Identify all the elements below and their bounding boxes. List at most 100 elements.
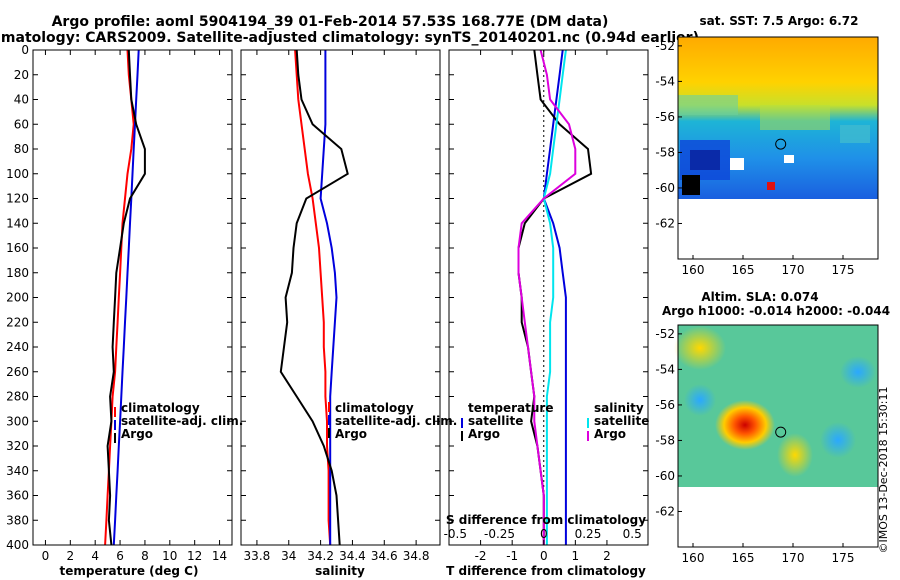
x-tick-label: 14 bbox=[212, 549, 227, 563]
y-tick-label: 60 bbox=[14, 117, 29, 131]
y-tick-label: 260 bbox=[6, 365, 29, 379]
series-s-argo-line bbox=[517, 49, 577, 545]
lon-tick-label: 160 bbox=[682, 263, 705, 277]
legend-argo-label: Argo bbox=[121, 427, 153, 441]
series-argo-line bbox=[106, 49, 146, 546]
x-tick-label: 4 bbox=[91, 549, 99, 563]
y-tick-label: 160 bbox=[6, 241, 29, 255]
lat-tick-label: -60 bbox=[655, 469, 675, 483]
x-tick-label: 0 bbox=[42, 549, 50, 563]
y-tick-label: 140 bbox=[6, 216, 29, 230]
x-tick-label: 34.8 bbox=[403, 549, 430, 563]
salinity-panel: 33.8 34 34.2 34.4 34.6 34.8 salinity climatol… bbox=[240, 49, 457, 578]
lat-tick-label: -56 bbox=[655, 398, 675, 412]
y-tick-label: 180 bbox=[6, 266, 29, 280]
x-tick-label: 10 bbox=[162, 549, 177, 563]
y-tick-label: 280 bbox=[6, 390, 29, 404]
y-tick-label: 300 bbox=[6, 414, 29, 428]
legend-s-argo-label: Argo bbox=[594, 427, 626, 441]
y-tick-label: 20 bbox=[14, 68, 29, 82]
lon-tick-label: 165 bbox=[732, 551, 755, 565]
salinity-legend: climatology satellite-adj. clim. Argo bbox=[328, 401, 457, 441]
x-tick-label: 8 bbox=[141, 549, 149, 563]
difference-legend-temperature: temperature satellite Argo bbox=[461, 401, 553, 441]
s-tick-label: 0.25 bbox=[575, 527, 602, 541]
t-difference-xlabel: T difference from climatology bbox=[446, 564, 646, 578]
s-difference-label: S difference from climatology bbox=[446, 513, 646, 527]
x-tick-label: 34.6 bbox=[371, 549, 398, 563]
temperature-legend: climatology satellite-adj. clim. Argo bbox=[114, 401, 243, 443]
s-tick-label: -0.5 bbox=[444, 527, 467, 541]
temperature-xlabel: temperature (deg C) bbox=[60, 564, 199, 578]
lat-tick-label: -58 bbox=[655, 433, 675, 447]
lon-tick-label: 165 bbox=[732, 263, 755, 277]
legend-s-satellite-label: satellite bbox=[594, 414, 649, 428]
salinity-xlabel: salinity bbox=[315, 564, 365, 578]
legend-satellite-label: satellite-adj. clim. bbox=[335, 414, 457, 428]
sla-map-axes bbox=[677, 324, 879, 548]
legend-t-satellite-label: satellite bbox=[468, 414, 523, 428]
y-tick-label: 320 bbox=[6, 439, 29, 453]
x-tick-label: 12 bbox=[187, 549, 202, 563]
sla-map-subtitle: Argo h1000: -0.014 h2000: -0.044 bbox=[662, 304, 890, 318]
series-t-satellite-line bbox=[542, 49, 567, 545]
y-tick-label: 200 bbox=[6, 291, 29, 305]
legend-t-argo-label: Argo bbox=[468, 427, 500, 441]
sst-map-title: sat. SST: 7.5 Argo: 6.72 bbox=[699, 14, 858, 28]
sst-argo-location-marker bbox=[775, 138, 787, 150]
x-tick-label: 2 bbox=[603, 549, 611, 563]
legend-salinity-title: salinity bbox=[594, 401, 644, 415]
x-tick-label: 33.8 bbox=[244, 549, 271, 563]
difference-axes bbox=[448, 49, 649, 546]
x-tick-label: 1 bbox=[572, 549, 580, 563]
lat-tick-label: -52 bbox=[655, 39, 675, 53]
lat-tick-label: -56 bbox=[655, 110, 675, 124]
y-tick-label: 120 bbox=[6, 192, 29, 206]
x-tick-label: 34.2 bbox=[307, 549, 334, 563]
y-tick-label: 340 bbox=[6, 464, 29, 478]
imos-credit: ©IMOS 13-Dec-2018 15:30:11 bbox=[877, 387, 890, 554]
legend-climatology-label: climatology bbox=[335, 401, 414, 415]
y-tick-label: 400 bbox=[6, 538, 29, 552]
y-tick-label: 240 bbox=[6, 340, 29, 354]
lat-tick-label: -58 bbox=[655, 145, 675, 159]
sla-map-panel: Altim. SLA: 0.074 Argo h1000: -0.014 h20… bbox=[655, 290, 890, 565]
x-tick-label: 6 bbox=[116, 549, 124, 563]
lat-tick-label: -54 bbox=[655, 362, 675, 376]
legend-argo-label: Argo bbox=[335, 427, 367, 441]
series-t-argo-line bbox=[517, 49, 593, 545]
sla-argo-location-marker bbox=[775, 426, 787, 438]
series-s-satellite-line bbox=[542, 49, 567, 545]
y-tick-label: 380 bbox=[6, 513, 29, 527]
lon-tick-label: 175 bbox=[832, 551, 855, 565]
sst-map-panel: sat. SST: 7.5 Argo: 6.72 -52 -54 -56 -58 -60… bbox=[655, 14, 879, 277]
x-tick-label: 34.4 bbox=[339, 549, 366, 563]
y-tick-label: 360 bbox=[6, 489, 29, 503]
s-tick-label: 0.5 bbox=[623, 527, 642, 541]
x-tick-label: -2 bbox=[475, 549, 487, 563]
x-tick-label: 34 bbox=[281, 549, 296, 563]
y-tick-label: 100 bbox=[6, 167, 29, 181]
lon-tick-label: 160 bbox=[682, 551, 705, 565]
y-tick-label: 40 bbox=[14, 93, 29, 107]
lat-tick-label: -60 bbox=[655, 181, 675, 195]
y-tick-label: 220 bbox=[6, 315, 29, 329]
series-argo-line bbox=[279, 49, 349, 546]
sst-map-texture bbox=[678, 95, 870, 195]
y-tick-label: 0 bbox=[21, 43, 29, 57]
series-satellite-adj-clim--line bbox=[319, 50, 338, 545]
figure-title-line2: Climatology: CARS2009. Satellite-adjuste… bbox=[0, 30, 699, 46]
lon-tick-label: 175 bbox=[832, 263, 855, 277]
temperature-axes bbox=[32, 49, 233, 546]
x-tick-label: 0 bbox=[540, 549, 548, 563]
temperature-panel: 0 2 4 6 8 10 12 1402040608010012014016018020022… bbox=[6, 43, 243, 578]
sla-map-title: Altim. SLA: 0.074 bbox=[701, 290, 818, 304]
s-tick-label: -0.25 bbox=[484, 527, 515, 541]
salinity-axes bbox=[240, 49, 441, 546]
lon-tick-label: 170 bbox=[782, 263, 805, 277]
lat-tick-label: -52 bbox=[655, 327, 675, 341]
difference-legend-salinity: salinity satellite Argo bbox=[587, 401, 649, 441]
figure-title-line1: Argo profile: aoml 5904194_39 01-Feb-201… bbox=[52, 14, 609, 30]
lat-tick-label: -62 bbox=[655, 504, 675, 518]
